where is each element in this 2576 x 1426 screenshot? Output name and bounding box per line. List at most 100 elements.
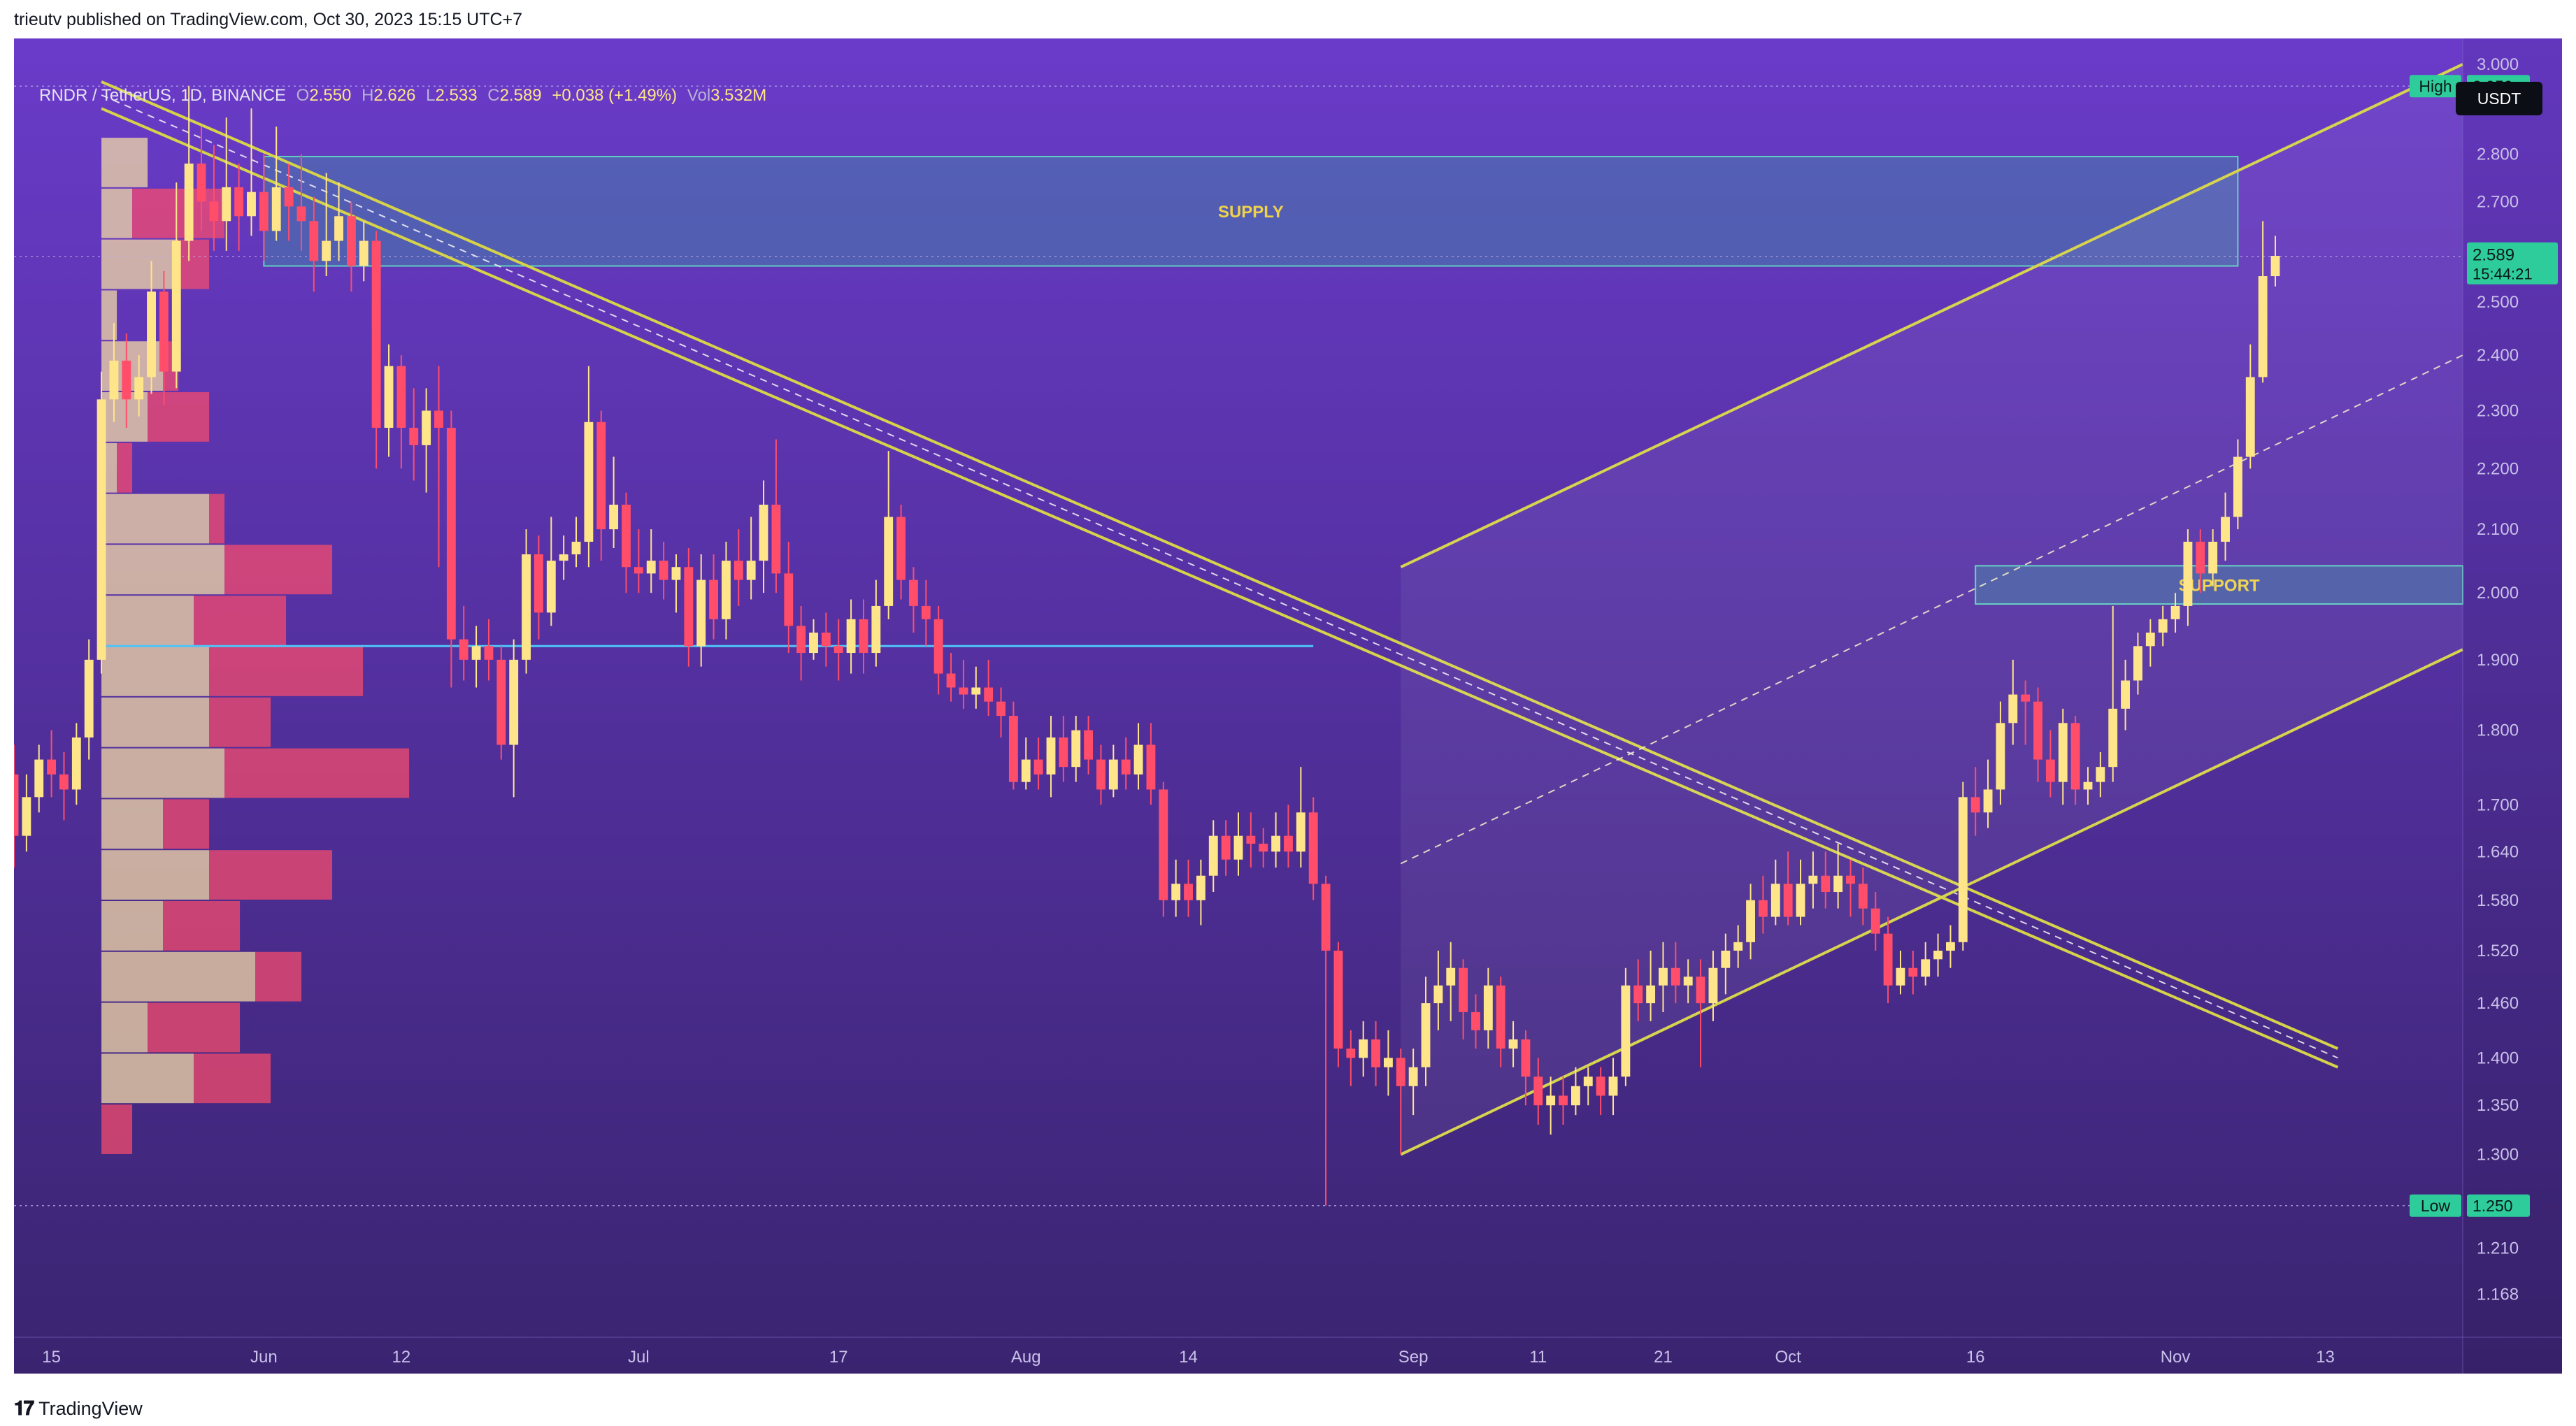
candle-body [1696,977,1705,1004]
low-tag-value: 1.250 [2473,1197,2513,1215]
volume-profile-down-bar [209,647,364,696]
candle-body [909,579,918,606]
candle-body [896,517,906,580]
price-axis-tick: 3.000 [2477,55,2519,74]
candle-body [1683,977,1693,986]
candle-body [846,619,856,654]
volume-profile-up-bar [101,850,210,900]
candle-body [1508,1039,1518,1049]
candle-body [1459,967,1468,1012]
candle-body [809,632,818,654]
candle-body [2196,542,2205,574]
price-axis-tick: 2.800 [2477,145,2519,164]
candle-body [1246,835,1256,844]
candle-body [1208,835,1218,876]
candle-body [109,360,119,400]
candle-body [596,422,606,530]
symbol-name[interactable]: RNDR / TetherUS, 1D, BINANCE [39,86,286,105]
volume-profile-up-bar [101,647,210,696]
candle-body [171,240,181,372]
candle-body [509,659,519,745]
volume-profile-up-bar [101,290,117,340]
currency-button[interactable]: USDT [2456,82,2542,115]
tradingview-brand: TradingView [38,1398,143,1419]
candle-body [559,554,568,561]
candle-body [2170,605,2180,619]
candle-body [1933,951,1943,960]
candle-body [84,659,94,738]
volume-profile-up-bar [101,697,210,747]
candle-body [147,291,156,377]
candle-body [1846,875,1855,884]
candle-body [722,561,731,619]
candle-body [1108,759,1118,790]
candle-body [1958,797,1968,942]
candle-body [1333,951,1343,1049]
price-axis-tick: 1.580 [2477,891,2519,910]
candle-body [59,774,69,790]
tradingview-mark-icon: 𝟏𝟕 [14,1397,34,1419]
volume-profile-down-bar [178,239,210,289]
candle-body [359,240,368,266]
candle-body [2008,694,2018,723]
candle-body [1221,835,1231,860]
candle-body [571,542,581,555]
candle-body [1084,730,1094,760]
candle-body [422,410,431,445]
candle-body [459,639,468,660]
volume-profile-down-bar [224,748,410,798]
candle-body [1146,744,1156,790]
last-price-countdown: 15:44:21 [2473,266,2533,283]
candle-body [1583,1076,1593,1086]
candle-body [471,646,481,660]
price-axis-tick: 1.210 [2477,1239,2519,1258]
candle-body [1533,1076,1543,1106]
candle-body [396,366,406,428]
volume-profile-up-bar [101,188,133,238]
volume-profile-up-bar [101,545,225,595]
close-value: 2.589 [499,86,542,105]
price-axis-tick: 1.168 [2477,1285,2519,1304]
volume-profile-down-bar [117,442,133,493]
candle-body [2221,517,2230,542]
candle-body [646,561,656,574]
candle-body [1921,959,1931,977]
time-axis-tick: 15 [42,1348,61,1367]
candle-body [771,504,781,574]
candle-body [2270,256,2280,277]
time-axis-tick: Oct [1775,1348,1801,1367]
volume-profile-down-bar [163,900,241,951]
candle-body [1708,967,1718,1004]
candle-body [196,163,206,202]
candle-body [22,797,31,836]
volume-profile-down-bar [209,697,271,747]
volume-profile-up-bar [101,1053,194,1104]
price-axis-tick: 1.800 [2477,721,2519,740]
candle-body [1833,875,1843,893]
tradingview-logo[interactable]: 𝟏𝟕 TradingView [14,1397,143,1420]
volume-profile-up-bar [101,494,210,544]
open-value: 2.550 [309,86,352,105]
candle-body [371,240,381,428]
candle-body [1233,835,1243,860]
price-axis-tick: 1.300 [2477,1146,2519,1165]
candle-body [1059,737,1068,768]
candle-body [2096,767,2105,782]
volume-profile-up-bar [101,799,164,849]
candle-body [746,561,756,580]
candle-body [1159,789,1168,900]
candle-body [1721,951,1731,968]
candle-body [159,291,169,372]
candle-body [1133,744,1143,775]
volume-profile-down-bar [255,951,302,1002]
candle-body [309,221,319,261]
channel-fill [1401,64,2463,1155]
candle-body [34,759,44,798]
candle-body [247,192,256,217]
candle-body [1608,1076,1618,1096]
time-axis-tick: 17 [829,1348,848,1367]
candle-body [1008,716,1018,782]
volume-profile-down-bar [148,1002,241,1053]
price-axis-tick: 2.100 [2477,520,2519,539]
